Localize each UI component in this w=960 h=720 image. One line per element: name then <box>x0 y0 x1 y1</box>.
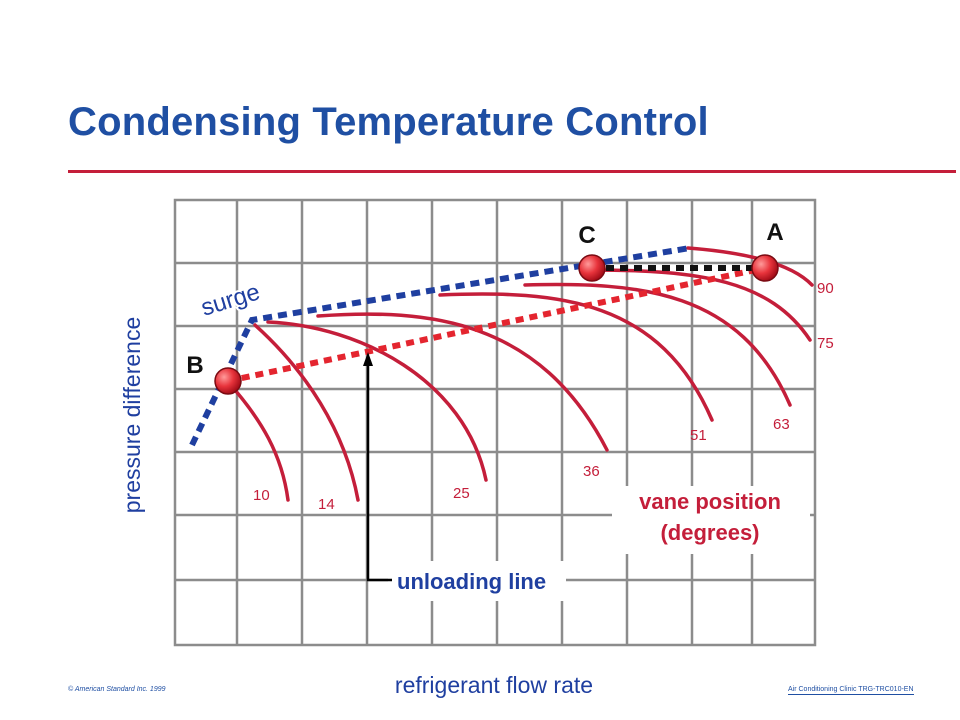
vane-position-caption-line2: (degrees) <box>660 520 759 545</box>
point-c-marker <box>578 254 606 282</box>
surge-line <box>189 245 691 447</box>
grid <box>173 198 817 647</box>
vane-curve-25 <box>266 320 488 482</box>
vane-label-14: 14 <box>318 496 335 513</box>
course-footer: Air Conditioning Clinic TRG-TRC010-EN <box>788 686 914 695</box>
control-line-b-a <box>227 265 766 384</box>
vane-label-90: 90 <box>817 280 834 297</box>
copyright-footer: © American Standard Inc. 1999 <box>68 686 166 693</box>
page-title: Condensing Temperature Control <box>68 100 709 144</box>
vane-position-labels: 10 14 25 36 51 63 75 90 <box>253 280 834 513</box>
vane-curve-14 <box>253 323 360 502</box>
unloading-label-background <box>388 561 566 601</box>
vane-curve-10 <box>226 380 290 502</box>
point-b-label: B <box>186 352 203 379</box>
vane-curve-75 <box>588 268 812 342</box>
vane-curves <box>226 246 814 502</box>
vane-label-51: 51 <box>690 427 707 444</box>
vane-label-36: 36 <box>583 463 600 480</box>
unloading-line-arrow <box>363 352 392 582</box>
point-a-label: A <box>766 219 783 246</box>
point-b-marker <box>214 367 242 395</box>
vane-label-background <box>612 486 810 554</box>
vane-position-caption-line1: vane position <box>639 489 781 514</box>
point-a-marker <box>751 254 779 282</box>
point-c-label: C <box>578 222 595 249</box>
x-axis-label: refrigerant flow rate <box>395 672 593 698</box>
vane-label-63: 63 <box>773 416 790 433</box>
vane-label-25: 25 <box>453 485 470 502</box>
vane-label-75: 75 <box>817 335 834 352</box>
vane-curve-36 <box>316 312 609 452</box>
y-axis-label: pressure difference <box>119 317 145 513</box>
unloading-line-label: unloading line <box>397 569 546 594</box>
title-underline <box>68 170 956 173</box>
vane-curve-51 <box>438 292 714 422</box>
vane-label-10: 10 <box>253 487 270 504</box>
vane-curve-63 <box>523 282 792 407</box>
surge-label: surge <box>198 278 263 321</box>
